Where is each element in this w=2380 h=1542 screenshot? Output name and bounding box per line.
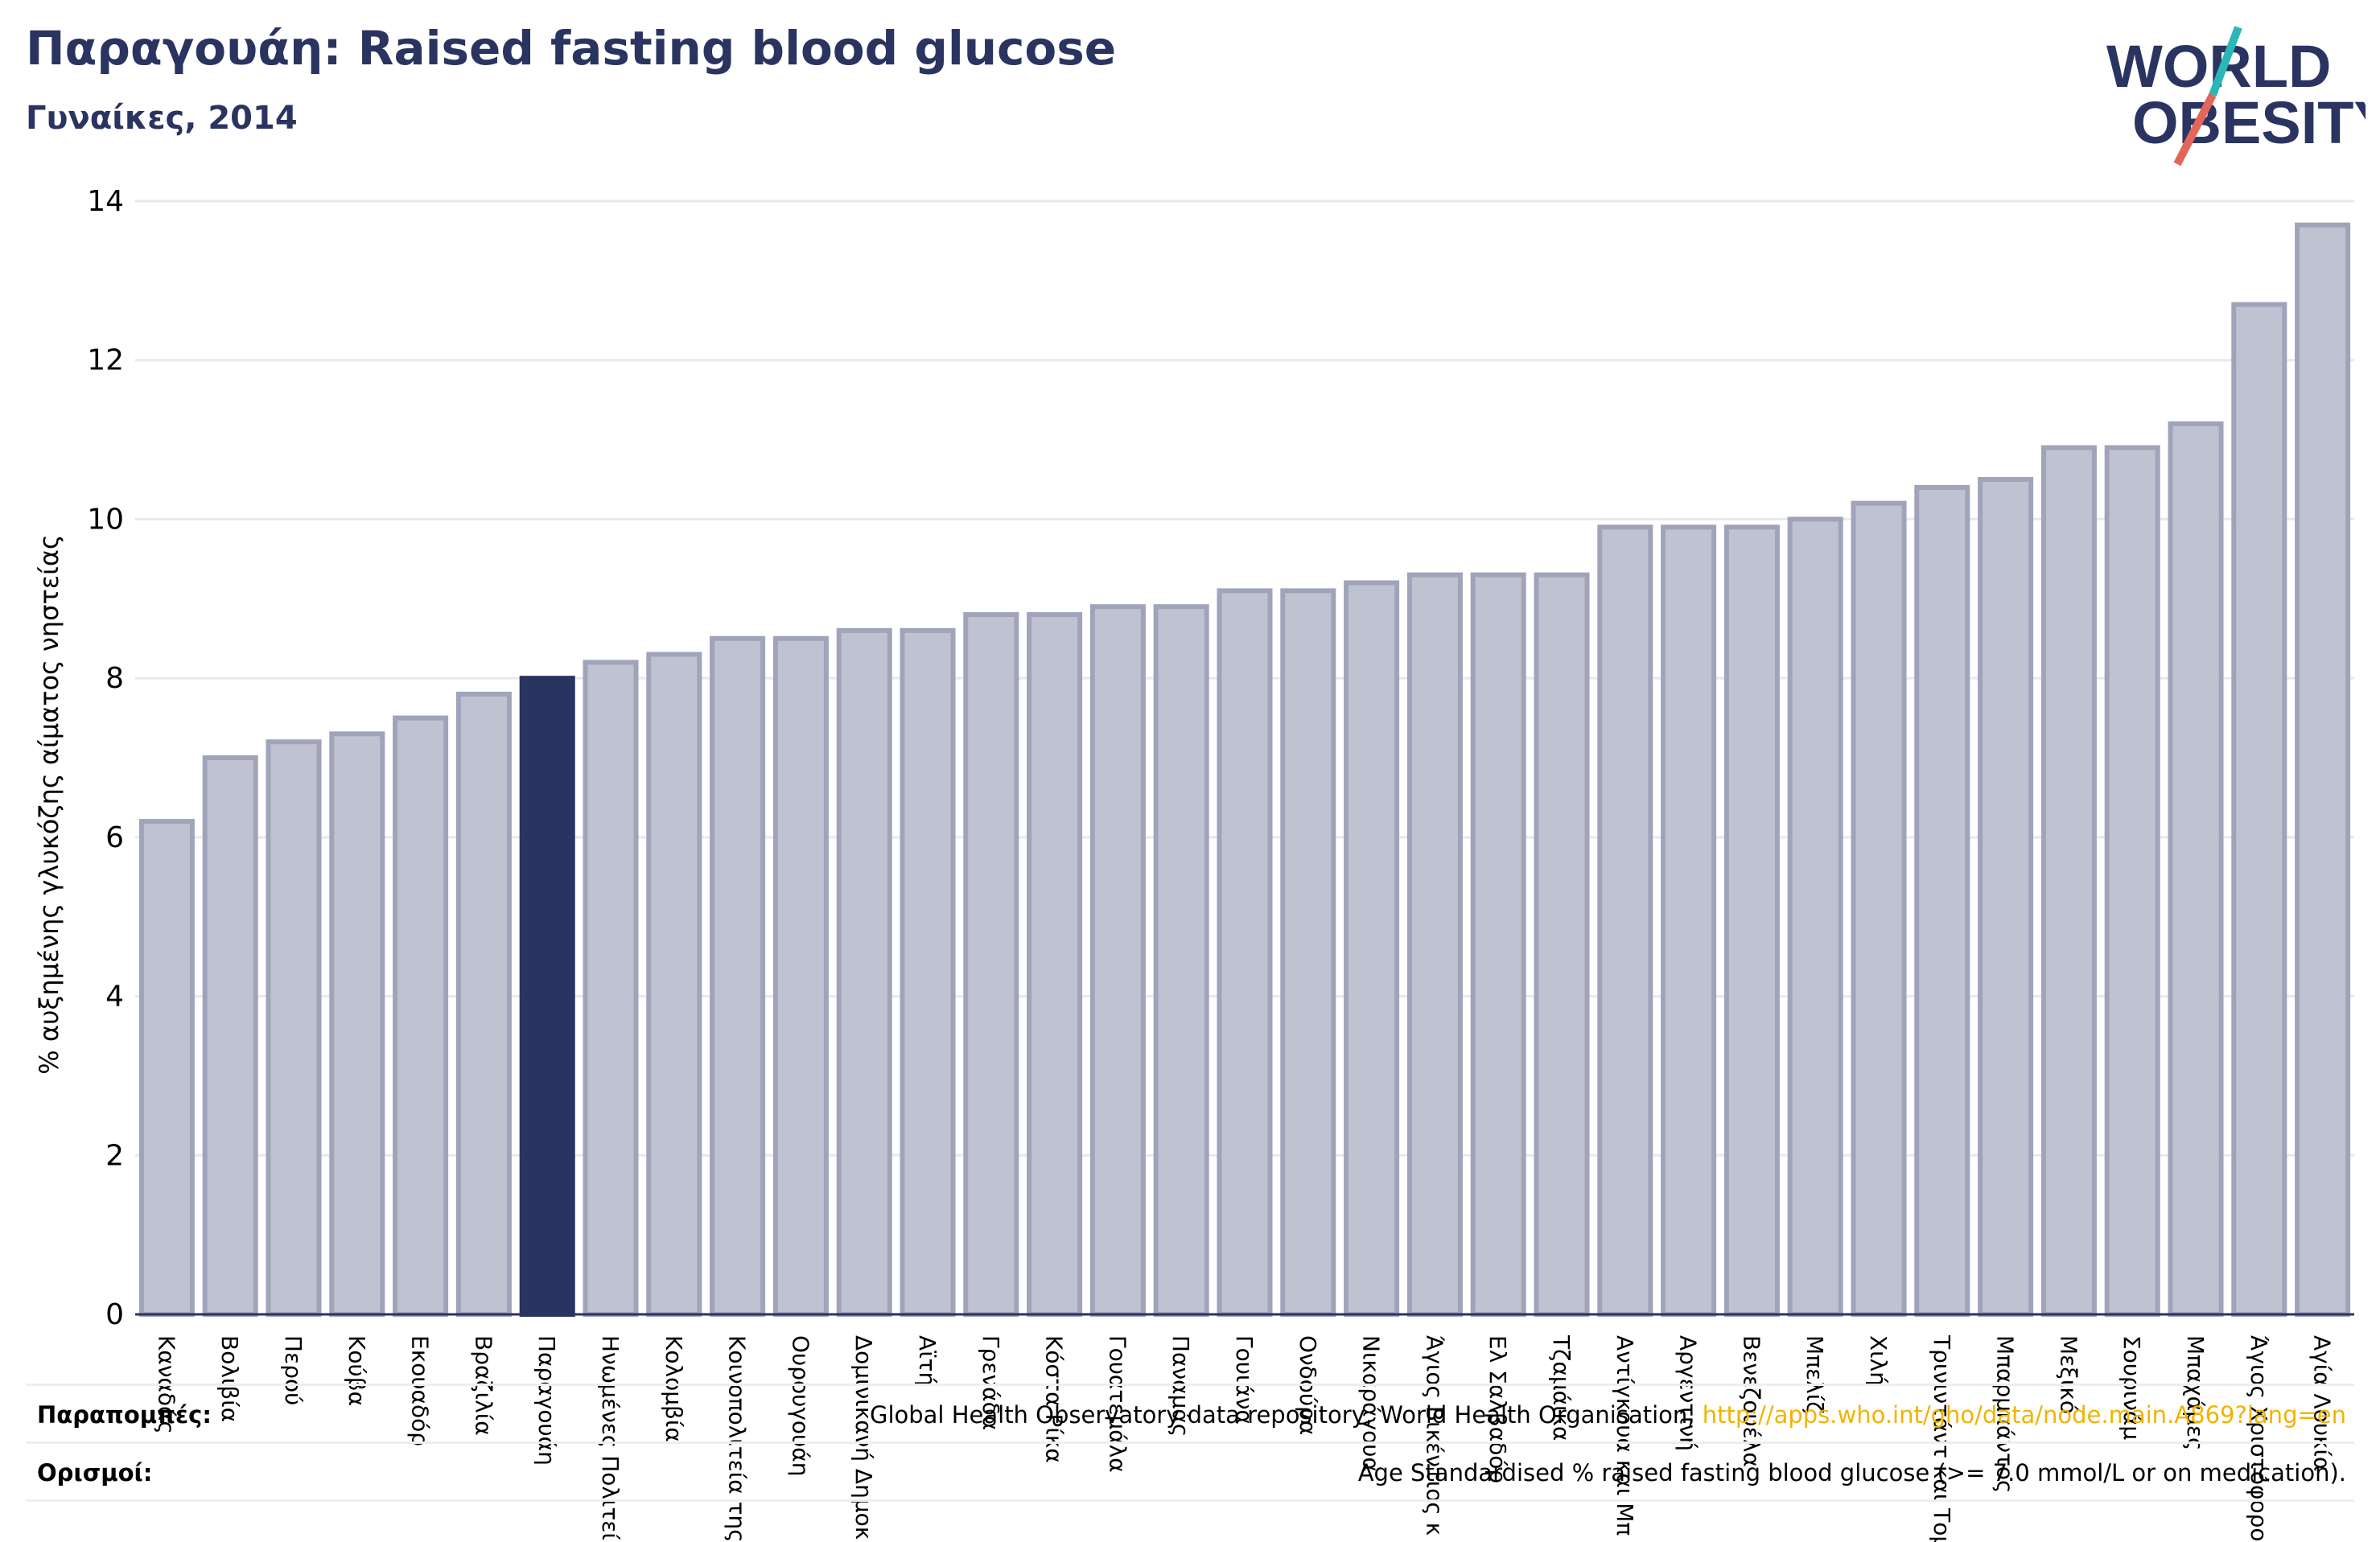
bar[interactable] xyxy=(2040,445,2097,1317)
bar-highlight[interactable] xyxy=(519,676,575,1317)
x-tick-label: Γουατεμάλα xyxy=(1104,1335,1130,1473)
bar[interactable] xyxy=(710,635,766,1317)
y-tick-label: 4 xyxy=(105,981,124,1014)
x-tick-label: Αργεντινή xyxy=(1675,1335,1702,1451)
bar[interactable] xyxy=(836,627,892,1317)
x-tick-label: Γουιάνα xyxy=(1231,1335,1258,1425)
definitions-label: Ορισμοί: xyxy=(37,1459,153,1486)
y-tick-label: 2 xyxy=(105,1139,124,1172)
bar[interactable] xyxy=(900,627,956,1317)
logo-slash-bottom xyxy=(2173,93,2217,167)
x-tick-label: Χιλή xyxy=(1865,1335,1892,1386)
bar[interactable] xyxy=(1534,572,1590,1317)
bar[interactable] xyxy=(1597,524,1653,1317)
bar[interactable] xyxy=(202,755,258,1317)
chart-title: Παραγουάη: Raised fasting blood glucose xyxy=(26,21,1117,76)
x-tick-label: Μπελίζ xyxy=(1801,1335,1828,1413)
x-tick-label: Βολιβία xyxy=(216,1335,243,1422)
x-tick-label: Αϊτή xyxy=(914,1335,941,1386)
y-tick-label: 6 xyxy=(105,821,124,854)
bar[interactable] xyxy=(138,819,195,1317)
x-tick-label: Μεξικό xyxy=(2055,1335,2081,1414)
bar[interactable] xyxy=(1153,604,1209,1317)
y-tick-labels: 0 2 4 6 8 10 12 14 xyxy=(87,185,124,1331)
x-tick-label: Αντίγκουα και Μπ xyxy=(1612,1335,1638,1536)
x-tick-label: Κούβα xyxy=(344,1335,370,1406)
x-tick-label: Άγιος Χριστόφορος xyxy=(2246,1335,2272,1542)
bar[interactable] xyxy=(772,635,829,1317)
x-tick-label: Τζαμάικα xyxy=(1548,1334,1575,1441)
x-tick-label: Κολομβία xyxy=(661,1335,687,1442)
definitions-text: Age Standardised % raised fasting blood … xyxy=(1357,1459,2346,1486)
notes-middle-divider xyxy=(26,1441,2354,1444)
bar[interactable] xyxy=(2295,222,2351,1318)
bar[interactable] xyxy=(963,612,1019,1317)
bar[interactable] xyxy=(1406,572,1463,1317)
bar[interactable] xyxy=(266,739,322,1317)
x-tick-label: Γρενάδα xyxy=(978,1335,1004,1430)
notes-bottom-divider xyxy=(26,1499,2354,1502)
bar[interactable] xyxy=(1089,604,1146,1317)
bar[interactable] xyxy=(583,660,639,1317)
x-tick-label: Νικαράγουα xyxy=(1358,1335,1385,1472)
x-tick-label: Περού xyxy=(280,1335,307,1405)
references-value: Global Health Observatory data repositor… xyxy=(870,1401,2346,1429)
bar[interactable] xyxy=(2168,421,2224,1317)
bar[interactable] xyxy=(1787,516,1843,1317)
definitions-row: Ορισμοί: Age Standardised % raised fasti… xyxy=(26,1445,2354,1499)
x-tick-label: Σουρινάμ xyxy=(2119,1335,2145,1440)
x-tick-label: Εκουαδόρ xyxy=(407,1335,434,1446)
bar[interactable] xyxy=(2104,445,2160,1317)
notes-top-divider xyxy=(26,1384,2354,1386)
bar[interactable] xyxy=(1661,524,1717,1317)
y-axis-label: % αυξημένης γλυκόζης αίματος νηστείας xyxy=(34,534,64,1074)
references-link[interactable]: http://apps.who.int/gho/data/node.main.A… xyxy=(1702,1401,2346,1429)
bar[interactable] xyxy=(1470,572,1526,1317)
bar[interactable] xyxy=(1851,500,1907,1317)
y-tick-label: 14 xyxy=(87,185,124,218)
bar[interactable] xyxy=(1344,580,1400,1317)
x-tick-label: Άγιος Βικέντιος κ xyxy=(1421,1335,1447,1536)
bar[interactable] xyxy=(1027,612,1083,1317)
references-row: Παραπομπές: Global Health Observatory da… xyxy=(26,1387,2354,1441)
references-label: Παραπομπές: xyxy=(37,1401,212,1429)
chart-subtitle: Γυναίκες, 2014 xyxy=(26,100,298,137)
x-tick-label: Βενεζουέλα xyxy=(1738,1335,1764,1467)
y-tick-label: 0 xyxy=(105,1298,124,1331)
x-tick-label: Κοινοπολιτεία της xyxy=(724,1335,751,1542)
x-tick-label: Ελ Σαλβαδόρ xyxy=(1484,1335,1511,1483)
x-tick-labels: Καναδάς Βολιβία Περού Κούβα Εκουαδόρ Βραζιλία… xyxy=(153,1334,2335,1542)
bar[interactable] xyxy=(455,691,512,1317)
bar[interactable] xyxy=(393,715,449,1317)
x-tick-label: Ηνωμένες Πολιτεί xyxy=(597,1335,624,1540)
bar[interactable] xyxy=(646,652,702,1317)
x-tick-label: Μπαχάμες xyxy=(2182,1335,2209,1451)
x-tick-label: Αγία Λουκία xyxy=(2309,1335,2336,1471)
x-tick-label: Δομινικανή Δημοκ xyxy=(850,1335,877,1540)
x-tick-label: Μπαρμπάντος xyxy=(1992,1335,2019,1493)
bars-layer xyxy=(138,222,2351,1318)
bar[interactable] xyxy=(329,731,385,1317)
bar[interactable] xyxy=(1217,588,1273,1317)
logo-slash-top xyxy=(2209,26,2242,97)
bar[interactable] xyxy=(2231,302,2287,1317)
y-tick-label: 12 xyxy=(87,344,124,377)
y-tick-label: 10 xyxy=(87,503,124,536)
bar[interactable] xyxy=(1723,524,1780,1317)
x-tick-label: Παναμάς xyxy=(1167,1335,1194,1437)
logo-line2: OBESITY xyxy=(2132,89,2366,156)
world-obesity-logo[interactable]: WORLD OBESITY xyxy=(2092,23,2366,167)
bar[interactable] xyxy=(1914,484,1970,1317)
references-text: Global Health Observatory data repositor… xyxy=(869,1401,1703,1429)
y-tick-label: 8 xyxy=(105,662,124,695)
bar[interactable] xyxy=(1280,588,1336,1317)
x-tick-label: Τρινιντάντ και Τομ xyxy=(1929,1334,1955,1542)
x-tick-label: Ουρουγουάη xyxy=(787,1335,813,1476)
bar[interactable] xyxy=(1978,477,2034,1317)
